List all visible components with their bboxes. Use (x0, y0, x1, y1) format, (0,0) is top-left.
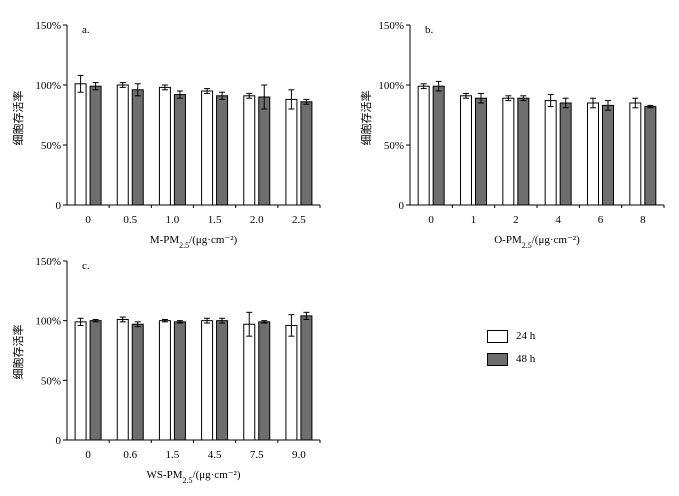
bar-48h (258, 96, 271, 206)
chart-panel-3: 0 50% 100% 150% 细胞存活率 c. 0 0.6 1.5 4.5 7.5 9.0 WS-PM… (11, 256, 321, 485)
x-tick-label: 1.5 (208, 214, 222, 226)
bar-24h (544, 100, 557, 206)
bar-48h (432, 85, 445, 206)
x-tick-label: 2.0 (250, 214, 264, 226)
x-tick-label: 0.5 (123, 214, 137, 226)
x-axis-label-unit: /(μg·cm⁻²) (193, 469, 241, 481)
x-tick-label: 1.5 (166, 449, 180, 461)
bar-24h (285, 324, 298, 441)
x-axis-label-subscript: 2.5 (179, 241, 189, 250)
y-tick-label: 50% (384, 140, 404, 152)
bar-24h (74, 321, 87, 441)
y-tick-label: 100% (378, 80, 404, 92)
y-tick-label: 150% (35, 256, 61, 268)
x-tick-label: 0.6 (123, 449, 137, 461)
x-tick-label: 1 (471, 214, 477, 226)
x-axis-label-main: M-PM (150, 234, 180, 246)
x-axis-label-subscript: 2.5 (183, 476, 193, 485)
x-tick-label: 2.5 (292, 214, 306, 226)
bar-48h (216, 320, 229, 441)
bar-48h (131, 323, 144, 441)
x-axis-label: O-PM2.5/(μg·cm⁻²) (494, 234, 580, 250)
x-tick-label: 2 (513, 214, 519, 226)
bar-24h (158, 320, 171, 441)
bar-24h (285, 98, 298, 206)
x-axis-label-subscript: 2.5 (522, 241, 532, 250)
bar-24h (201, 90, 214, 206)
x-tick-label: 4.5 (208, 449, 222, 461)
panel-label: c. (82, 260, 90, 272)
bar-48h (173, 94, 186, 206)
bar-24h (243, 323, 256, 441)
x-axis-label-main: O-PM (494, 234, 522, 246)
y-tick-label: 150% (378, 20, 404, 32)
bar-24h (201, 320, 214, 441)
x-tick-label: 6 (598, 214, 604, 226)
bar-48h (300, 315, 313, 441)
legend-item-48h: 48 h (487, 349, 607, 369)
y-tick-label: 100% (35, 316, 61, 328)
bar-24h (116, 318, 129, 441)
panel-label: a. (82, 24, 90, 36)
x-axis-label-unit: /(μg·cm⁻²) (189, 234, 237, 246)
legend: 24 h 48 h (487, 326, 607, 372)
legend-item-24h: 24 h (487, 326, 607, 346)
y-tick-label: 0 (56, 435, 62, 447)
x-axis-label: WS-PM2.5/(μg·cm⁻²) (146, 469, 240, 485)
x-tick-label: 1.0 (166, 214, 180, 226)
y-tick-label: 0 (56, 200, 62, 212)
bar-24h (243, 95, 256, 206)
y-tick-label: 50% (41, 375, 61, 387)
x-tick-label: 4 (555, 214, 561, 226)
y-axis-label: 细胞存活率 (11, 91, 25, 146)
bar-24h (629, 102, 642, 206)
bar-24h (460, 95, 472, 206)
bar-48h (517, 97, 530, 206)
bar-48h (644, 106, 657, 206)
y-axis-label: 细胞存活率 (359, 91, 373, 146)
legend-swatch-24h (487, 329, 508, 343)
x-axis-label: M-PM2.5/(μg·cm⁻²) (150, 234, 238, 250)
bar-48h (89, 320, 102, 441)
panel-label: b. (425, 24, 434, 36)
bar-48h (173, 321, 186, 441)
bar-48h (559, 102, 572, 206)
bar-24h (417, 85, 430, 206)
x-tick-label: 0 (85, 449, 91, 461)
y-tick-label: 0 (399, 200, 405, 212)
legend-label-24h: 24 h (516, 330, 536, 342)
x-tick-label: 8 (640, 214, 646, 226)
bar-48h (89, 85, 102, 206)
bar-24h (502, 97, 515, 206)
x-tick-label: 0 (85, 214, 91, 226)
bar-48h (258, 321, 271, 441)
bar-24h (158, 86, 171, 206)
x-tick-label: 7.5 (250, 449, 264, 461)
bar-48h (216, 95, 229, 206)
bar-24h (116, 84, 129, 206)
legend-swatch-48h (487, 352, 508, 366)
bar-24h (74, 83, 87, 206)
x-axis-label-main: WS-PM (146, 469, 182, 481)
bar-48h (602, 104, 614, 206)
bar-48h (131, 89, 144, 206)
x-tick-label: 9.0 (292, 449, 306, 461)
bar-48h (300, 101, 313, 206)
legend-label-48h: 48 h (516, 353, 536, 365)
y-axis-label: 细胞存活率 (11, 325, 25, 380)
y-tick-label: 50% (41, 140, 61, 152)
chart-panel-2: 0 50% 100% 150% 细胞存活率 b. 0 1 2 4 6 8 O-PM2.5/(μg·cm⁻… (359, 20, 665, 250)
x-axis-label-unit: /(μg·cm⁻²) (532, 234, 580, 246)
bar-24h (587, 102, 599, 206)
bar-48h (475, 97, 487, 206)
y-tick-label: 150% (35, 20, 61, 32)
x-tick-label: 0 (428, 214, 434, 226)
y-tick-label: 100% (35, 80, 61, 92)
